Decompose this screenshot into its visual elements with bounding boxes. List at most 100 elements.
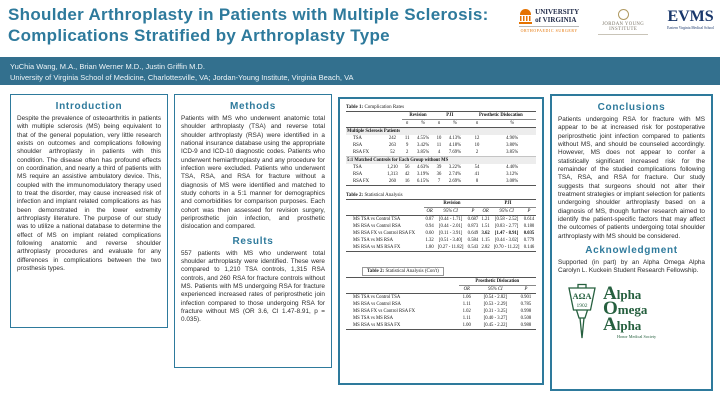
table-cell: 0.614: [523, 217, 535, 222]
jyi-tagline-line: [598, 34, 649, 35]
column-header: 95% CI: [491, 207, 522, 216]
results-heading: Results: [232, 235, 274, 247]
table-row: RSA FX 52 2 3.85% 4 7.69% 2 3.85%: [346, 149, 536, 157]
row-label: MS TSA vs MS RSA: [353, 316, 394, 321]
conclusions-body: Patients undergoing RSA for fracture wit…: [558, 116, 705, 240]
table-cell: 0.60: [425, 231, 434, 236]
row-label: MS RSA FX vs Control RSA FX: [353, 231, 416, 236]
statistical-analysis-table: Revision PJI OR 95% CI P OR 95% CI P MS TSA vs C…: [346, 199, 536, 252]
table-cell: [0.11 - 3.91]: [438, 231, 463, 236]
table-cell: 2.82: [479, 244, 492, 252]
table-cell: 4.63%: [417, 165, 430, 170]
table-cell: 0.035: [523, 231, 535, 236]
table-cell: 0.87: [425, 217, 434, 222]
uva-department-label: ORTHOPAEDIC SURGERY: [519, 26, 580, 33]
column-group-header: Prosthetic Dislocation: [465, 111, 536, 120]
table-cell: 41: [474, 172, 480, 177]
results-body: 557 patients with MS who underwent total…: [181, 249, 325, 324]
methods-heading: Methods: [229, 101, 276, 112]
column-group-header: PJI: [433, 111, 466, 120]
column-header: n: [433, 119, 445, 128]
table-cell: 6.15%: [412, 178, 434, 186]
cohort-n: 260: [382, 178, 403, 186]
table-cell: [1.47 - 8.91]: [494, 231, 519, 236]
table-cell: 9: [405, 143, 409, 148]
row-label: MS RSA vs MS RSA FX: [346, 322, 459, 330]
table-cell: 1.06: [462, 295, 471, 300]
table-row: MS RSA FX vs Control RSA FX 0.60 [0.11 - 3…: [346, 230, 536, 237]
table-row: TSA 242 11 4.55% 10 4.13% 12 4.96%: [346, 135, 536, 142]
column-header: %: [412, 119, 434, 128]
table-cell: 3.62: [481, 231, 490, 236]
table-cell: 1.80: [423, 244, 436, 252]
table1-caption: Table 1: Complication Rates: [346, 105, 405, 110]
table-cell: [0.44 - 1.71]: [438, 217, 463, 222]
table-cell: 4.18%: [448, 143, 461, 148]
row-label: TSA: [353, 136, 362, 141]
table-cell: [0.31 - 3.25]: [483, 309, 508, 314]
aoa-subtitle: Honor Medical Society: [617, 334, 657, 340]
column-group-header: Revision: [402, 111, 434, 120]
cohort-n: 1,313: [387, 172, 398, 177]
authors-line: YuChia Wang, M.A., Brian Werner M.D., Ju…: [10, 61, 205, 71]
column-header: 95% CI: [474, 285, 516, 294]
table-cell: 1.21: [481, 217, 490, 222]
table-cell: 1.32: [425, 238, 434, 243]
table-cell: 10: [436, 136, 442, 141]
table-cell: 4.96%: [506, 136, 519, 141]
tables-section: Table 1: Complication Rates Revision PJI P…: [338, 97, 544, 385]
table-cell: 36: [436, 172, 442, 177]
column-header: OR: [458, 285, 475, 294]
table-cell: 3.85%: [506, 150, 519, 155]
table-cell: 1.15: [481, 238, 490, 243]
column-header: 95% CI: [435, 207, 466, 216]
table-cell: 0.180: [523, 224, 535, 229]
table-section-header: 5:1 Matched Controls for Each Group with…: [346, 156, 536, 164]
header-logos: UNIVERSITY of VIRGINIA ORTHOPAEDIC SURGE…: [519, 9, 714, 35]
table-cell: 3.22%: [448, 165, 461, 170]
methods-body: Patients with MS who underwent anatomic …: [181, 115, 325, 231]
column-header: OR: [423, 207, 436, 216]
table-cell: 0.94: [425, 224, 434, 229]
table-section-header: Multiple Sclerosis Patients: [346, 127, 536, 135]
table-cell: [0.54 - 2.82]: [483, 295, 508, 300]
introduction-body: Despite the prevalence of osteoarthritis…: [17, 115, 161, 272]
table-cell: 39: [436, 165, 442, 170]
column-group-header: Revision: [423, 199, 480, 208]
table-cell: 3.08%: [488, 178, 536, 186]
table2-caption: Table 2: Statistical Analysis: [346, 193, 403, 198]
table-cell: [0.27 - 11.82]: [435, 244, 466, 252]
cohort-n: 1,210: [387, 165, 398, 170]
table-cell: 3.42%: [417, 143, 430, 148]
acknowledgment-body: Supported (in part) by an Alpha Omega Al…: [558, 258, 705, 275]
table-cell: 11: [436, 143, 442, 148]
table-row: MS RSA vs MS RSA FX 1.80 [0.27 - 11.82] 0.5…: [346, 244, 536, 252]
t1-grid: Revision PJI Prosthetic Dislocation n% n% n% M…: [346, 111, 536, 186]
table-cell: 2.74%: [448, 172, 461, 177]
row-label: RSA: [353, 172, 363, 177]
complication-rates-table: Revision PJI Prosthetic Dislocation n% n% n% M…: [346, 111, 536, 186]
evms-logo: EVMS Eastern Virginia Medical School: [667, 8, 714, 31]
column-group-header: PJI: [479, 199, 536, 208]
table-cell: 0.543: [465, 244, 480, 252]
table-cell: 4.46%: [506, 165, 519, 170]
table-cell: 0.998: [520, 309, 532, 314]
table-cell: 2: [405, 150, 409, 155]
table-cell: [0.44 - 2.01]: [438, 224, 463, 229]
table-cell: 1.00: [458, 322, 475, 330]
table-cell: 0.508: [520, 316, 532, 321]
row-label: TSA: [353, 165, 362, 170]
table-cell: 1.11: [462, 316, 471, 321]
uva-logo: UNIVERSITY of VIRGINIA ORTHOPAEDIC SURGE…: [519, 8, 580, 33]
table-cell: [0.44 - 3.02]: [494, 238, 519, 243]
table-cell: 0.901: [520, 295, 532, 300]
uva-rotunda-icon: [519, 9, 533, 24]
t3-grid: Prosthetic Dislocation OR 95% CI P MS TSA vs…: [346, 277, 536, 330]
table-cell: 1.51: [481, 224, 490, 229]
uva-wordmark: UNIVERSITY of VIRGINIA: [535, 8, 580, 24]
table-cell: 0.873: [467, 224, 479, 229]
column-header: %: [444, 119, 466, 128]
table-cell: 10: [474, 143, 480, 148]
methods-results-section: Methods Patients with MS who underwent a…: [174, 94, 332, 368]
